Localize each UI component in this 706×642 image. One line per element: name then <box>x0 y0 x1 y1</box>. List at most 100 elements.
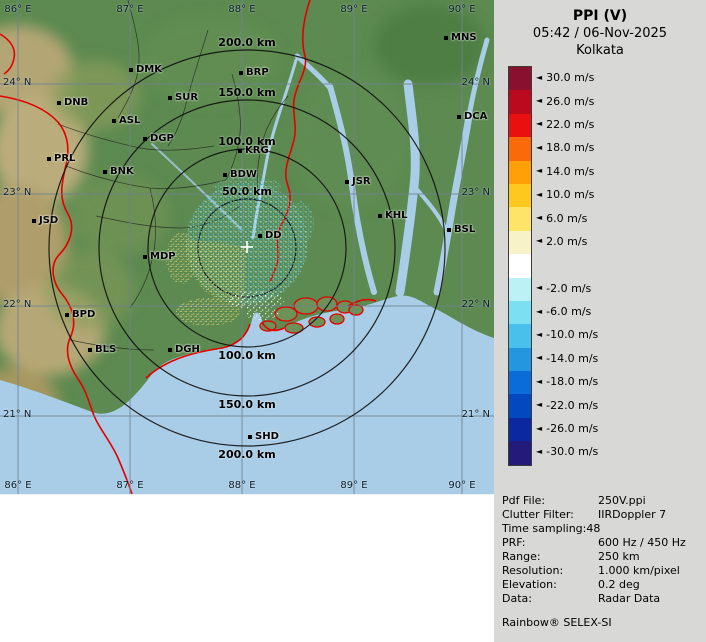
legend-swatch <box>509 137 531 161</box>
info-label: PRF: <box>502 535 526 549</box>
bottom-panel <box>0 494 494 642</box>
city-marker-dnb: DNB <box>57 97 88 108</box>
city-marker-khl: KHL <box>378 210 408 221</box>
info-value <box>598 522 706 536</box>
range-ring-label: 150.0 km <box>218 398 276 411</box>
radar-map-display[interactable]: MNS DCA DMK BRP SUR DNB ASL DGP KRG PRL BNK BDW JSR K… <box>0 0 494 494</box>
legend-label <box>532 253 598 276</box>
city-label: KHL <box>385 210 408 221</box>
city-square-icon <box>32 218 36 223</box>
city-marker-bls: BLS <box>88 344 116 355</box>
city-label: BSL <box>454 224 476 235</box>
city-label: SUR <box>175 92 199 103</box>
longitude-label: 87° E <box>116 480 144 491</box>
legend-value: 22.0 m/s <box>546 117 595 131</box>
latitude-label: 22° N <box>3 299 32 310</box>
info-panel: PPI (V) 05:42 / 06-Nov-2025 Kolkata ◄ 30.… <box>494 0 706 642</box>
legend-label: ◄ -14.0 m/s <box>532 347 598 370</box>
info-value: 1.000 km/pixel <box>598 563 680 577</box>
legend-arrow-icon: ◄ <box>536 306 543 316</box>
city-marker-asl: ASL <box>112 115 140 126</box>
legend-label: ◄ 14.0 m/s <box>532 160 598 183</box>
product-timestamp: 05:42 / 06-Nov-2025 <box>532 26 668 41</box>
longitude-label: 89° E <box>340 4 368 15</box>
legend-label: ◄ -2.0 m/s <box>532 277 598 300</box>
legend-colorbar <box>508 66 532 466</box>
longitude-label: 89° E <box>340 480 368 491</box>
velocity-legend: ◄ 30.0 m/s ◄ 26.0 m/s ◄ 22.0 m/s ◄ 18.0 m/s ◄ 14.… <box>508 66 706 466</box>
legend-labels: ◄ 30.0 m/s ◄ 26.0 m/s ◄ 22.0 m/s ◄ 18.0 m/s ◄ 14.… <box>532 66 598 466</box>
longitude-label: 90° E <box>448 4 476 15</box>
city-square-icon <box>65 312 69 317</box>
info-value: 250V.ppi <box>598 493 646 507</box>
legend-swatch <box>509 300 531 325</box>
city-marker-jsd: JSD <box>32 215 58 226</box>
info-value: Radar Data <box>598 591 661 605</box>
city-square-icon <box>143 254 147 259</box>
info-label: Time sampling:48 <box>502 521 601 535</box>
legend-label: ◄ 2.0 m/s <box>532 230 598 253</box>
legend-swatch <box>509 324 531 348</box>
range-ring-label: 100.0 km <box>218 349 276 362</box>
software-brand: Rainbow® SELEX-SI <box>502 615 612 629</box>
latitude-label: 23° N <box>461 187 490 198</box>
city-label: BPD <box>72 309 96 320</box>
longitude-label: 87° E <box>116 4 144 15</box>
city-marker-sur: SUR <box>168 92 198 103</box>
legend-swatch <box>509 254 531 278</box>
legend-swatch <box>509 394 531 418</box>
latitude-label: 22° N <box>461 299 490 310</box>
map-label-overlay: MNS DCA DMK BRP SUR DNB ASL DGP KRG PRL BNK BDW JSR K… <box>3 4 490 491</box>
legend-label: ◄ -22.0 m/s <box>532 393 598 416</box>
city-label: BLS <box>95 344 117 355</box>
city-label: DGP <box>150 133 174 144</box>
city-square-icon <box>378 213 382 218</box>
city-square-icon <box>345 179 349 184</box>
city-marker-krg: KRG <box>238 145 269 156</box>
legend-swatch <box>509 160 531 184</box>
legend-arrow-icon: ◄ <box>536 423 543 433</box>
legend-swatch <box>509 113 531 138</box>
legend-label: ◄ -10.0 m/s <box>532 323 598 346</box>
longitude-label: 86° E <box>4 480 32 491</box>
city-label: KRG <box>245 145 269 156</box>
longitude-label: 88° E <box>228 4 256 15</box>
legend-value: -10.0 m/s <box>546 328 599 342</box>
legend-value: -30.0 m/s <box>546 445 599 459</box>
city-square-icon <box>129 67 133 72</box>
city-marker-mdp: MDP <box>143 251 176 262</box>
city-marker-shd: SHD <box>248 431 279 442</box>
legend-label: ◄ 10.0 m/s <box>532 183 598 206</box>
map-column: MNS DCA DMK BRP SUR DNB ASL DGP KRG PRL BNK BDW JSR K… <box>0 0 494 642</box>
city-square-icon <box>168 95 172 100</box>
legend-swatch <box>509 417 531 442</box>
city-square-icon <box>223 172 227 177</box>
legend-arrow-icon: ◄ <box>536 166 543 176</box>
city-square-icon <box>47 156 51 161</box>
legend-value: 14.0 m/s <box>546 164 595 178</box>
legend-value: -2.0 m/s <box>546 281 592 295</box>
legend-swatch <box>509 347 531 372</box>
legend-value: 6.0 m/s <box>546 211 588 225</box>
legend-label: ◄ 26.0 m/s <box>532 89 598 112</box>
city-square-icon <box>444 35 448 40</box>
info-value: IIRDoppler 7 <box>598 507 667 521</box>
legend-swatch <box>509 90 531 114</box>
legend-label: ◄ -6.0 m/s <box>532 300 598 323</box>
city-label: BRP <box>246 67 269 78</box>
legend-arrow-icon: ◄ <box>536 400 543 410</box>
legend-swatch <box>509 183 531 208</box>
info-label: Elevation: <box>502 577 557 591</box>
legend-arrow-icon: ◄ <box>536 96 543 106</box>
sundarbans-islands <box>259 296 364 334</box>
map-canvas[interactable] <box>0 0 494 494</box>
legend-value: -14.0 m/s <box>546 351 599 365</box>
legend-arrow-icon: ◄ <box>536 283 543 293</box>
city-label: BNK <box>110 166 134 177</box>
legend-arrow-icon: ◄ <box>536 213 543 223</box>
city-label: JSR <box>352 176 371 187</box>
range-ring-label: 50.0 km <box>222 185 272 198</box>
latitude-label: 21° N <box>3 409 32 420</box>
legend-arrow-icon: ◄ <box>536 353 543 363</box>
